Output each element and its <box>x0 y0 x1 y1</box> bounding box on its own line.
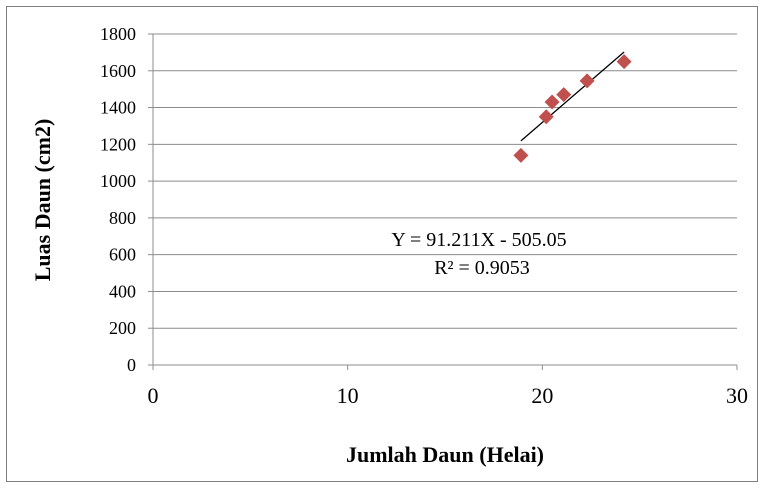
trendline-group <box>520 51 625 142</box>
trendline <box>520 51 625 142</box>
data-point <box>544 94 560 110</box>
x-tick-label: 0 <box>148 383 159 408</box>
y-tick-label: 1400 <box>100 98 136 118</box>
x-tick-label: 20 <box>531 383 553 408</box>
y-tick-label: 1200 <box>100 134 136 154</box>
gridlines <box>148 33 737 366</box>
chart-frame <box>6 6 758 482</box>
y-tick-label: 400 <box>109 281 136 301</box>
x-tick-label: 10 <box>337 383 359 408</box>
data-point <box>556 87 572 103</box>
trendline-equation: Y = 91.211X - 505.05 <box>391 229 566 251</box>
data-point <box>579 73 595 89</box>
y-tick-label: 1000 <box>100 171 136 191</box>
y-tick-labels: 0 200 400 600 800 1000 1200 1400 1600 1800 <box>100 24 136 375</box>
x-axis-title: Jumlah Daun (Helai) <box>346 442 544 467</box>
y-tick-label: 600 <box>109 245 136 265</box>
y-axis-title: Luas Daun (cm2) <box>30 119 55 282</box>
data-point <box>616 54 632 70</box>
y-tick-label: 1600 <box>100 61 136 81</box>
x-tick-labels: 0 10 20 30 <box>148 383 749 408</box>
r-squared-label: R² = 0.9053 <box>434 257 530 279</box>
y-tick-label: 1800 <box>100 24 136 44</box>
y-tick-label: 0 <box>127 355 136 375</box>
y-tick-label: 200 <box>109 318 136 338</box>
y-tick-label: 800 <box>109 208 136 228</box>
data-points <box>513 54 632 163</box>
axes <box>152 34 738 370</box>
x-tick-label: 30 <box>726 383 748 408</box>
data-point <box>513 147 529 163</box>
data-point <box>538 109 554 125</box>
